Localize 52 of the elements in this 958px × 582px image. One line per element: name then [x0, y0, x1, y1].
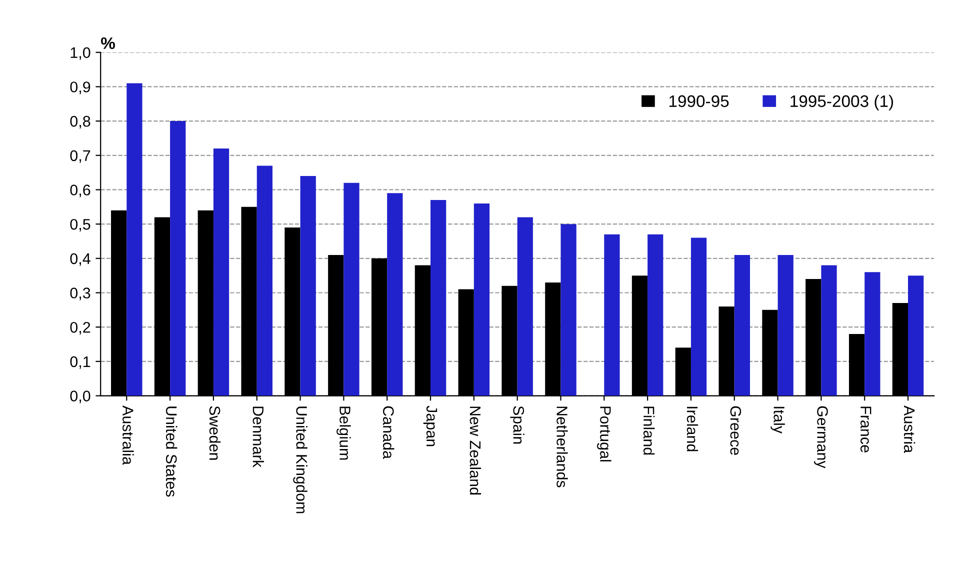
- x-tick-label: New Zealand: [470, 406, 482, 495]
- bar: [734, 254, 750, 396]
- y-tick-label: 1,0: [70, 47, 90, 60]
- x-tick-label: Austria: [904, 406, 916, 454]
- y-tick-label: 0,9: [70, 82, 90, 94]
- y-tick-label: 0,6: [70, 184, 90, 198]
- x-tick-label: United Kingdom: [293, 406, 308, 514]
- x-tick-label: Italy: [770, 406, 785, 434]
- x-tick-label: Greece: [730, 406, 742, 455]
- bar: [387, 193, 403, 396]
- x-tick-label: France: [860, 406, 872, 452]
- x-tick-label: United States: [166, 406, 178, 497]
- x-tick-label: Finland: [643, 406, 655, 455]
- bar: [821, 265, 837, 396]
- y-axis-title: %: [101, 37, 115, 50]
- x-tick-label: Portugal: [597, 406, 612, 462]
- y-tick-label: 0,0: [70, 390, 90, 404]
- x-tick-label: Belgium: [336, 406, 351, 460]
- y-tick-label: 0,3: [70, 288, 90, 300]
- x-tick-label: Japan: [423, 406, 438, 446]
- bar: [778, 254, 794, 396]
- y-tick-label: 0,7: [70, 150, 90, 163]
- bar: [560, 224, 576, 396]
- x-tick-label: Denmark: [252, 406, 264, 468]
- bar: [344, 182, 360, 396]
- bar: [864, 272, 880, 396]
- legend-label: 1990-95: [669, 95, 729, 108]
- bar: [648, 234, 664, 396]
- bar: [170, 121, 186, 396]
- y-tick-label: 0,4: [70, 253, 90, 266]
- y-tick-label: 0,5: [70, 218, 90, 232]
- bar: [517, 217, 533, 396]
- bar: [604, 234, 620, 396]
- x-tick-label: Ireland: [686, 406, 698, 452]
- legend-label: 1995-2003 (1): [790, 94, 894, 110]
- bar: [300, 176, 316, 396]
- x-tick-label: Sweden: [209, 406, 221, 460]
- x-tick-label: Canada: [382, 406, 394, 459]
- x-tick-label: Netherlands: [556, 406, 568, 488]
- bar: [126, 83, 142, 396]
- x-tick-label: Spain: [510, 406, 524, 444]
- y-tick-label: 0,2: [70, 322, 90, 335]
- x-tick-label: Australia: [122, 406, 134, 465]
- y-tick-label: 0,8: [70, 116, 90, 129]
- bar: [690, 238, 707, 396]
- bar: [256, 166, 272, 396]
- x-tick-label: Germany: [814, 406, 828, 468]
- bar: [213, 148, 230, 396]
- bar: [474, 203, 490, 396]
- y-tick-label: 0,1: [70, 356, 90, 369]
- bar: [430, 200, 446, 396]
- bar: [908, 276, 924, 396]
